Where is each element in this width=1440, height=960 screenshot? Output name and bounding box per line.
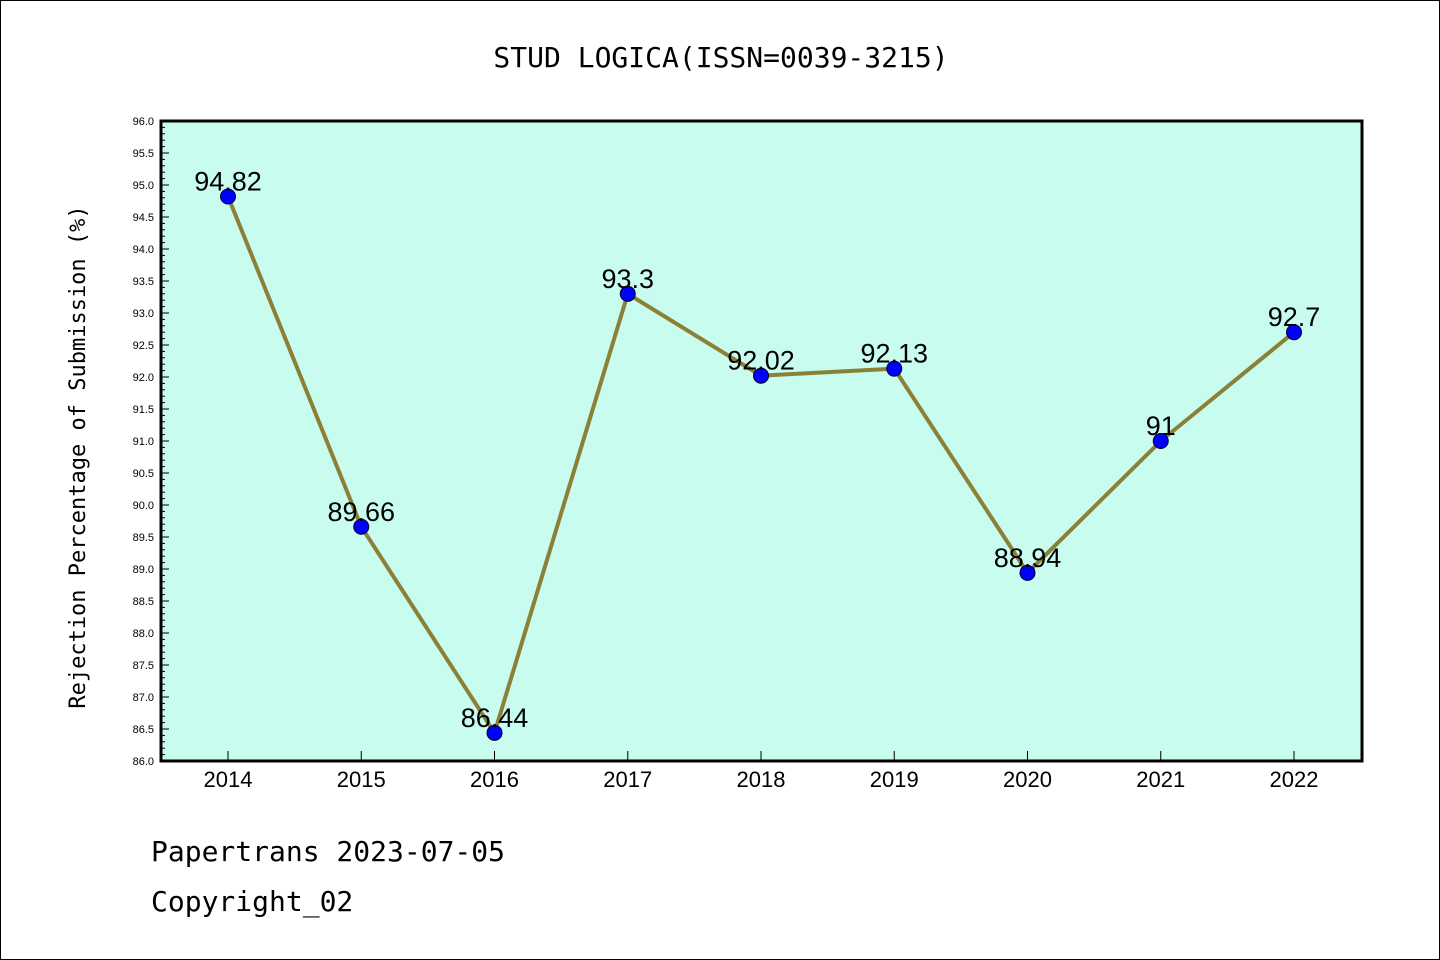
y-tick-label: 86.5 [133,724,154,736]
y-tick-label: 86.0 [133,756,154,768]
y-tick-label: 88.0 [133,628,154,640]
y-tick-label: 87.5 [133,660,154,672]
data-point-marker [886,360,903,377]
data-label: 92.13 [860,339,928,369]
data-point-marker [619,285,636,302]
y-tick-label: 93.5 [133,276,154,288]
footer-date-text: Papertrans 2023-07-05 [151,835,506,868]
data-labels: 94.82 89.66 86.44 93.3 92.02 92.13 88.94 91 92.7 [194,167,1320,733]
x-tick-label: 2021 [1136,767,1185,792]
data-point-marker [1019,564,1036,581]
data-label: 88.94 [994,543,1062,573]
y-tick-label: 92.5 [133,340,154,352]
data-markers [220,188,1302,741]
y-tick-label: 89.0 [133,564,154,576]
x-tick-label: 2016 [470,767,519,792]
y-tick-label: 94.0 [133,244,154,256]
y-tick-label: 95.0 [133,180,154,192]
y-tick-label: 90.0 [133,500,154,512]
x-tick-label: 2014 [204,767,253,792]
y-tick-label: 91.0 [133,436,154,448]
x-tick-label: 2018 [737,767,786,792]
x-tick-label: 2022 [1270,767,1319,792]
plot-area [161,121,1362,761]
y-tick-label: 96.0 [133,116,154,128]
y-tick-label: 90.5 [133,468,154,480]
x-tick-label: 2017 [603,767,652,792]
y-tick-label: 91.5 [133,404,154,416]
data-label: 93.3 [601,264,654,294]
chart-title: STUD LOGICA(ISSN=0039-3215) [493,41,948,74]
data-label: 86.44 [461,703,529,733]
y-tick-label: 94.5 [133,212,154,224]
y-tick-label: 88.5 [133,596,154,608]
data-label: 92.7 [1268,302,1321,332]
data-label: 94.82 [194,167,262,197]
x-tick-label: 2020 [1003,767,1052,792]
footer-copyright-text: Copyright_02 [151,885,354,918]
data-label: 92.02 [727,346,795,376]
plot-frame [159,119,1364,763]
x-tick-label: 2019 [870,767,919,792]
y-tick-label: 89.5 [133,532,154,544]
y-tick-label: 87.0 [133,692,154,704]
x-tick-label: 2015 [337,767,386,792]
data-point-marker [353,518,370,535]
data-label: 89.66 [327,497,395,527]
y-tick-label: 95.5 [133,148,154,160]
y-tick-label: 92.0 [133,372,154,384]
x-axis-ticks: 2014 2015 2016 2017 2018 2019 2020 2021 2022 [204,751,1319,792]
data-point-marker [220,188,236,205]
y-axis-ticks: 86.0 86.5 87.0 87.5 88.0 88.5 89.0 89.5 90.0 90.5… [133,116,169,768]
y-axis-label: Rejection Percentage of Submission (%) [66,205,91,708]
data-point-marker [1286,324,1302,341]
data-point-marker [1152,433,1169,449]
data-point-marker [753,367,769,384]
data-point-marker [486,724,503,741]
y-tick-label: 93.0 [133,308,154,320]
data-label: 91 [1146,411,1176,441]
